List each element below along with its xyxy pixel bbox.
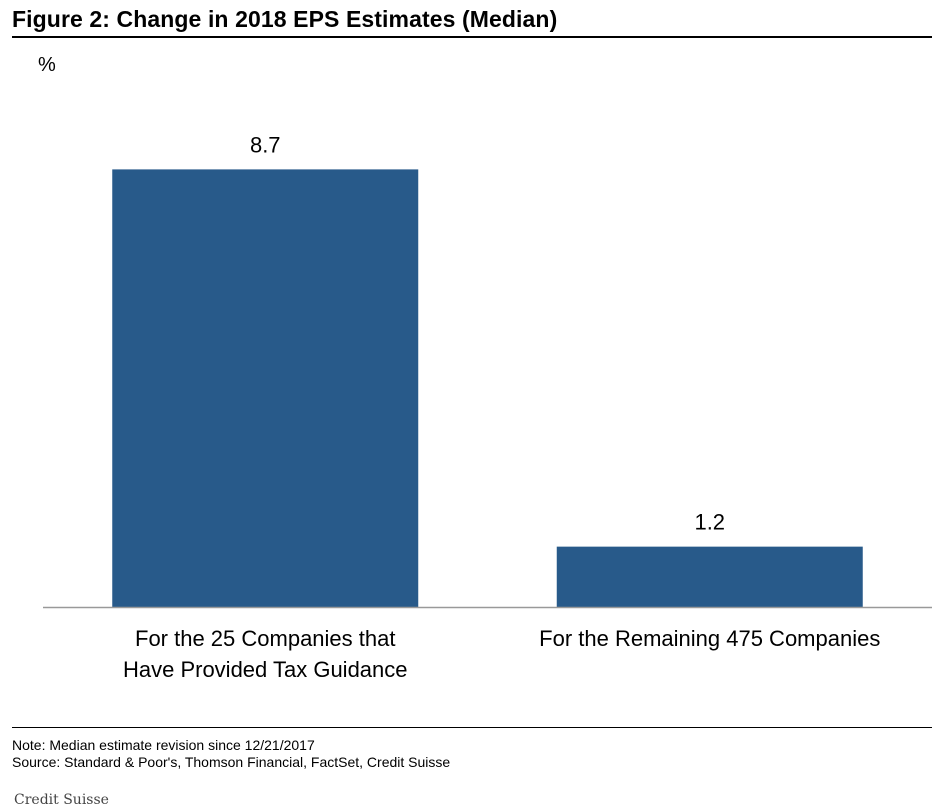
title-rule [12, 36, 932, 38]
footer-rule [12, 727, 932, 728]
category-label-0-line-1: Have Provided Tax Guidance [123, 657, 408, 682]
category-label-1-line-0: For the Remaining 475 Companies [539, 626, 880, 651]
y-unit-label: % [38, 54, 56, 76]
figure-title: Figure 2: Change in 2018 EPS Estimates (… [12, 6, 558, 32]
category-label-0-line-0: For the 25 Companies that [135, 626, 395, 651]
bar-1 [556, 546, 863, 607]
bar-0 [112, 169, 419, 607]
data-label-0: 8.7 [250, 132, 281, 157]
footer-notes: Note: Median estimate revision since 12/… [12, 737, 450, 771]
watermark-text: Credit Suisse [14, 792, 109, 808]
data-label-1: 1.2 [694, 510, 725, 535]
source-text: Source: Standard & Poor's, Thomson Finan… [12, 754, 451, 770]
bar-chart: 8.7 For the 25 Companies that Have Provide… [43, 132, 932, 682]
note-text: Note: Median estimate revision since 12/… [12, 737, 315, 753]
